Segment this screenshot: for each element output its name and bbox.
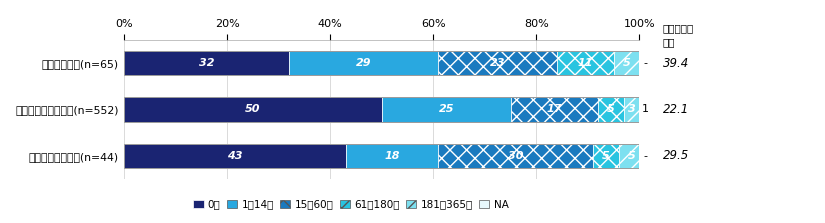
Bar bbox=[511, 97, 598, 122]
Text: 32: 32 bbox=[199, 58, 214, 68]
Text: 17: 17 bbox=[547, 104, 562, 114]
Text: 29.5: 29.5 bbox=[662, 149, 689, 162]
Bar bbox=[614, 51, 639, 75]
Bar bbox=[438, 51, 557, 75]
Text: 5: 5 bbox=[628, 151, 635, 161]
Text: 39.4: 39.4 bbox=[662, 57, 689, 70]
Text: 日数: 日数 bbox=[662, 37, 675, 47]
Text: -: - bbox=[644, 151, 648, 161]
Bar bbox=[124, 144, 346, 168]
Text: 5: 5 bbox=[607, 104, 615, 114]
Text: 22.1: 22.1 bbox=[662, 103, 689, 116]
Text: 3: 3 bbox=[628, 104, 635, 114]
Text: -: - bbox=[644, 58, 648, 68]
Text: 11: 11 bbox=[578, 58, 593, 68]
Bar bbox=[124, 51, 289, 75]
Bar bbox=[382, 97, 511, 122]
Text: 23: 23 bbox=[490, 58, 506, 68]
Text: 18: 18 bbox=[384, 151, 400, 161]
Bar bbox=[438, 144, 593, 168]
Bar bbox=[593, 144, 619, 168]
Bar bbox=[619, 144, 644, 168]
Bar bbox=[598, 97, 624, 122]
Bar bbox=[289, 51, 438, 75]
Text: 1: 1 bbox=[642, 104, 649, 114]
Text: 50: 50 bbox=[245, 104, 261, 114]
Bar bbox=[557, 51, 614, 75]
Bar bbox=[639, 97, 644, 122]
Legend: 0日, 1～14日, 15～60日, 61～180日, 181～365日, NA: 0日, 1～14日, 15～60日, 61～180日, 181～365日, NA bbox=[189, 195, 512, 214]
Text: 5: 5 bbox=[623, 58, 630, 68]
Bar bbox=[624, 97, 639, 122]
Text: 43: 43 bbox=[227, 151, 243, 161]
Text: 平均非就業: 平均非就業 bbox=[662, 23, 694, 33]
Bar bbox=[346, 144, 438, 168]
Text: 29: 29 bbox=[356, 58, 371, 68]
Text: 30: 30 bbox=[508, 151, 524, 161]
Text: 5: 5 bbox=[602, 151, 610, 161]
Bar bbox=[124, 97, 382, 122]
Text: 25: 25 bbox=[438, 104, 454, 114]
